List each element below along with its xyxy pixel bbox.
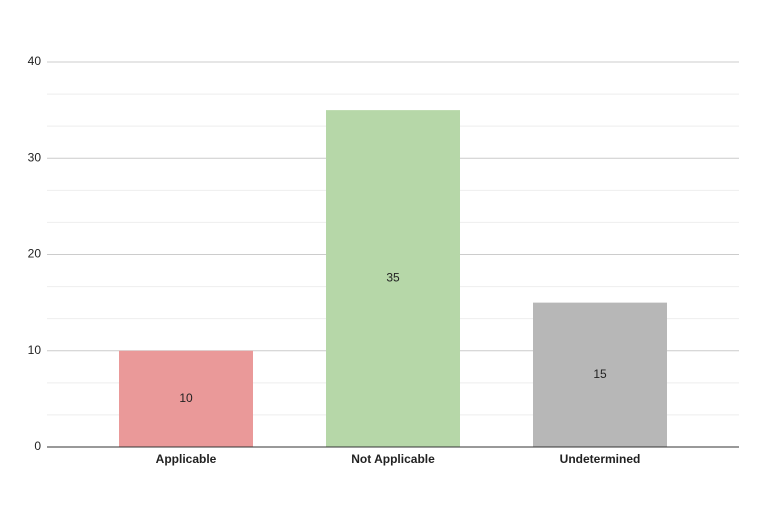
x-tick-label: Undetermined [560,452,641,466]
y-tick-label: 30 [28,150,42,164]
y-tick-label: 10 [28,343,42,357]
y-tick-label: 0 [34,439,41,453]
bar [326,110,460,447]
bar [533,302,667,447]
y-tick-label: 40 [28,54,42,68]
data-label: 15 [593,367,607,381]
data-label: 10 [179,391,193,405]
x-tick-label: Not Applicable [351,452,435,466]
data-label: 35 [386,271,400,285]
bar [119,350,253,447]
x-tick-label: Applicable [156,452,217,466]
y-tick-label: 20 [28,247,42,261]
